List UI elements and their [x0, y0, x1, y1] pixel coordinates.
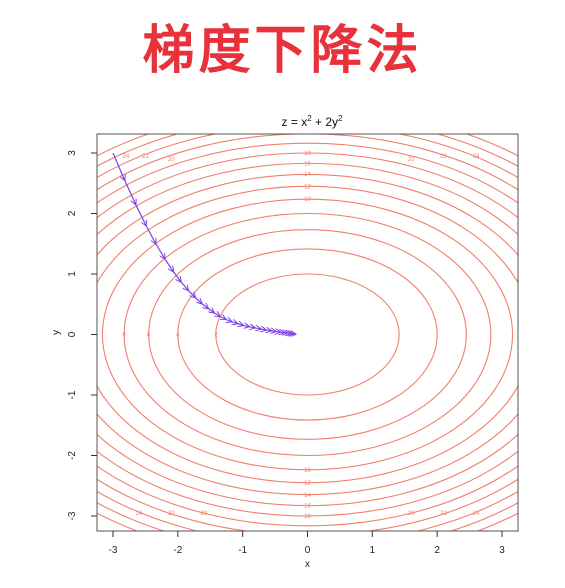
title-exponent-y: 2: [338, 114, 343, 123]
contour-line: [148, 229, 467, 440]
contour-lines: [97, 134, 518, 531]
contour-label: 24: [123, 154, 130, 160]
descent-step: [207, 308, 214, 312]
descent-step: [280, 332, 284, 333]
descent-step: [237, 324, 243, 326]
descent-step: [145, 225, 156, 244]
plot-title: z = x2 + 2y2: [282, 114, 344, 129]
descent-step: [155, 243, 165, 259]
contour-label: 4: [176, 333, 180, 339]
descent-step: [276, 331, 281, 332]
contour-label: 24: [136, 511, 143, 517]
contour-line: [101, 198, 514, 471]
y-tick-label: 3: [67, 150, 78, 156]
contour-label: 18: [304, 151, 311, 157]
descent-step: [243, 325, 249, 326]
descent-step: [232, 322, 238, 324]
contour-line: [97, 142, 518, 527]
contour-label: 22: [440, 511, 447, 517]
descent-step: [214, 313, 220, 317]
contour-label: 22: [142, 154, 149, 160]
descent-step: [254, 328, 261, 329]
descent-path: [112, 152, 296, 334]
y-tick-label: 1: [67, 271, 78, 277]
title-exponent-x: 2: [307, 114, 312, 123]
contour-label: 14: [304, 172, 311, 178]
contour-label: 10: [304, 468, 311, 474]
contour-label: 12: [304, 184, 311, 190]
descent-step: [180, 281, 188, 290]
y-tick-label: -3: [67, 511, 78, 520]
y-tick-label: 0: [67, 331, 78, 337]
contour-label: 10: [304, 197, 311, 203]
contour-line: [97, 162, 518, 507]
headline-title: 梯度下降法: [142, 21, 423, 81]
descent-step: [266, 330, 271, 331]
title-mid: + 2y: [312, 115, 338, 129]
contour-label: 14: [304, 493, 311, 499]
x-axis: -3 -2 -1 0 1 2 3: [109, 531, 505, 556]
descent-step: [249, 327, 255, 328]
y-axis-label: y: [51, 330, 62, 335]
contour-label: 24: [473, 154, 480, 160]
descent-step: [187, 289, 195, 297]
contour-label: 20: [200, 511, 207, 517]
contour-label: 18: [304, 514, 311, 520]
y-tick-label: 2: [67, 210, 78, 216]
x-tick-label: 1: [370, 545, 376, 556]
descent-step: [135, 204, 146, 225]
x-tick-label: -3: [109, 545, 118, 556]
contour-line: [123, 212, 492, 457]
x-tick-label: -2: [173, 545, 182, 556]
contour-line: [97, 185, 518, 484]
contour-line: [97, 152, 518, 517]
contour-label: 20: [168, 157, 175, 163]
x-tick-label: 0: [305, 545, 311, 556]
descent-step: [124, 179, 136, 204]
contour-line: [97, 134, 518, 531]
descent-step: [261, 329, 266, 330]
descent-step: [164, 258, 173, 272]
descent-step: [172, 271, 181, 282]
contour-line: [215, 273, 400, 396]
y-axis: -3 -2 -1 0 1 2 3: [67, 150, 97, 520]
contour-label: 24: [473, 511, 480, 517]
contour-line: [97, 134, 518, 531]
contour-line: [177, 248, 438, 421]
contour-label: 20: [408, 511, 415, 517]
x-tick-label: 3: [499, 545, 505, 556]
contour-label: 12: [304, 481, 311, 487]
y-tick-label: -1: [67, 390, 78, 399]
contour-label: 22: [168, 511, 175, 517]
x-tick-label: -1: [238, 545, 247, 556]
contour-line: [97, 134, 518, 531]
descent-step: [226, 319, 232, 321]
contour-label: 8: [122, 333, 126, 339]
contour-label: 20: [408, 157, 415, 163]
contour-label: 16: [304, 161, 311, 167]
descent-step: [201, 304, 208, 309]
x-axis-label: x: [305, 559, 310, 570]
x-tick-label: 2: [434, 545, 440, 556]
y-tick-label: -2: [67, 451, 78, 460]
contour-label: 2: [214, 333, 218, 339]
descent-step: [271, 331, 276, 332]
contour-label: 22: [440, 154, 447, 160]
contour-label: 6: [147, 333, 151, 339]
descent-step: [220, 316, 226, 319]
contour-line: [97, 173, 518, 496]
descent-step: [112, 152, 125, 180]
descent-step: [194, 297, 201, 304]
contour-label: 16: [304, 504, 311, 510]
